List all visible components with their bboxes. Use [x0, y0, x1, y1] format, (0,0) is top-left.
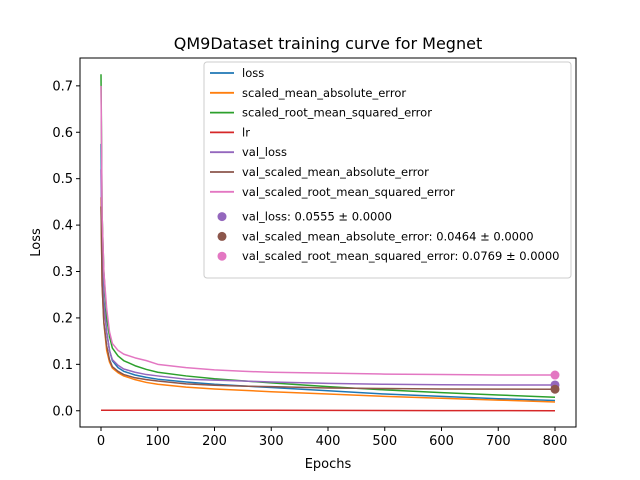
plot-area: [100, 74, 560, 412]
x-tick-label-3: 300: [259, 434, 284, 449]
x-tick-label-2: 200: [202, 434, 227, 449]
y-tick-label-4: 0.4: [52, 219, 73, 234]
legend-entry-1: scaled_mean_absolute_error: [242, 86, 406, 100]
series-line-1: [100, 197, 556, 403]
y-tick-label-1: 0.1: [52, 358, 73, 373]
series-line-4: [100, 169, 555, 386]
legend-entry-2: scaled_root_mean_squared_error: [242, 106, 432, 120]
legend-marker-entry-2: val_scaled_root_mean_squared_error: 0.07…: [242, 249, 559, 263]
series-line-2: [100, 74, 556, 399]
x-tick-label-4: 400: [316, 434, 341, 449]
final-marker-1: [550, 384, 560, 394]
legend-marker-swatch-0: [217, 212, 227, 222]
x-tick-label-5: 500: [372, 434, 397, 449]
y-tick-label-5: 0.5: [52, 172, 73, 187]
y-tick-label-0: 0.0: [52, 404, 73, 419]
legend-marker-swatch-2: [217, 251, 227, 261]
axis-ticks: 0 100 200 300 400 500 600 700 800 0.0 0.1 0.2 0.3 0.4…: [52, 79, 567, 449]
legend-marker-swatch-1: [217, 231, 227, 241]
x-tick-label-0: 0: [97, 434, 105, 449]
legend-entry-6: val_scaled_root_mean_squared_error: [242, 185, 455, 199]
x-tick-label-6: 600: [429, 434, 454, 449]
y-axis-label: Loss: [29, 228, 44, 257]
legend-marker-entry-1: val_scaled_mean_absolute_error: 0.0464 ±…: [242, 229, 534, 243]
legend-marker-entry-0: val_loss: 0.0555 ± 0.0000: [242, 210, 392, 224]
legend-box: [203, 61, 572, 279]
series-line-6: [100, 85, 556, 376]
x-tick-label-7: 700: [486, 434, 511, 449]
legend-entry-3: lr: [242, 125, 250, 139]
x-tick-label-1: 100: [145, 434, 170, 449]
legend-entry-4: val_loss: [242, 145, 287, 159]
series-line-5: [100, 206, 556, 390]
x-axis-label: Epochs: [305, 457, 352, 472]
y-tick-label-6: 0.6: [52, 126, 73, 141]
final-marker-2: [550, 370, 560, 380]
y-tick-label-7: 0.7: [52, 79, 73, 94]
chart-title: QM9Dataset training curve for Megnet: [174, 34, 482, 53]
y-tick-label-2: 0.2: [52, 311, 73, 326]
x-tick-label-8: 800: [543, 434, 568, 449]
y-tick-label-3: 0.3: [52, 265, 73, 280]
legend-entry-5: val_scaled_mean_absolute_error: [242, 165, 429, 179]
legend-entry-0: loss: [242, 66, 264, 80]
legend: loss scaled_mean_absolute_error scaled_roo…: [203, 61, 572, 279]
